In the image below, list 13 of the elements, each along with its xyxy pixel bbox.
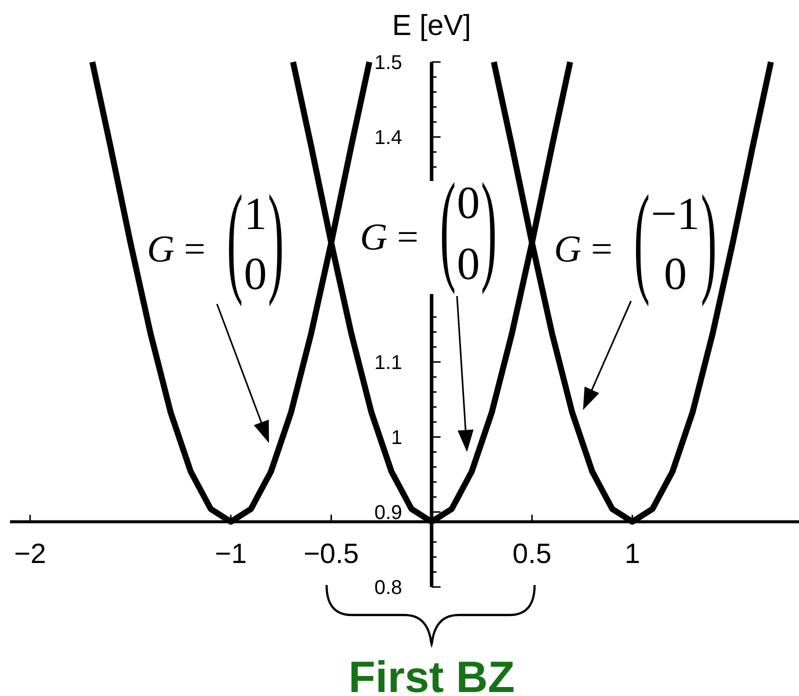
x-tick-label: −2 — [14, 538, 46, 569]
text: First BZ — [348, 653, 515, 696]
y-axis-title: E [eV] — [392, 10, 472, 42]
y-tick-label: 1.4 — [374, 127, 402, 150]
y-tick-label: 1.5 — [374, 52, 402, 74]
x-tick-label: 0.5 — [512, 538, 552, 569]
y-tick-label: 1.1 — [374, 352, 402, 374]
x-tick-label: 1 — [624, 538, 640, 569]
y-tick-label: 0.8 — [374, 577, 402, 600]
x-tick-label: −0.5 — [304, 538, 359, 569]
x-tick-label: −1 — [214, 538, 247, 569]
y-tick-label: 1 — [391, 427, 402, 450]
y-tick-label: 0.9 — [374, 502, 402, 524]
